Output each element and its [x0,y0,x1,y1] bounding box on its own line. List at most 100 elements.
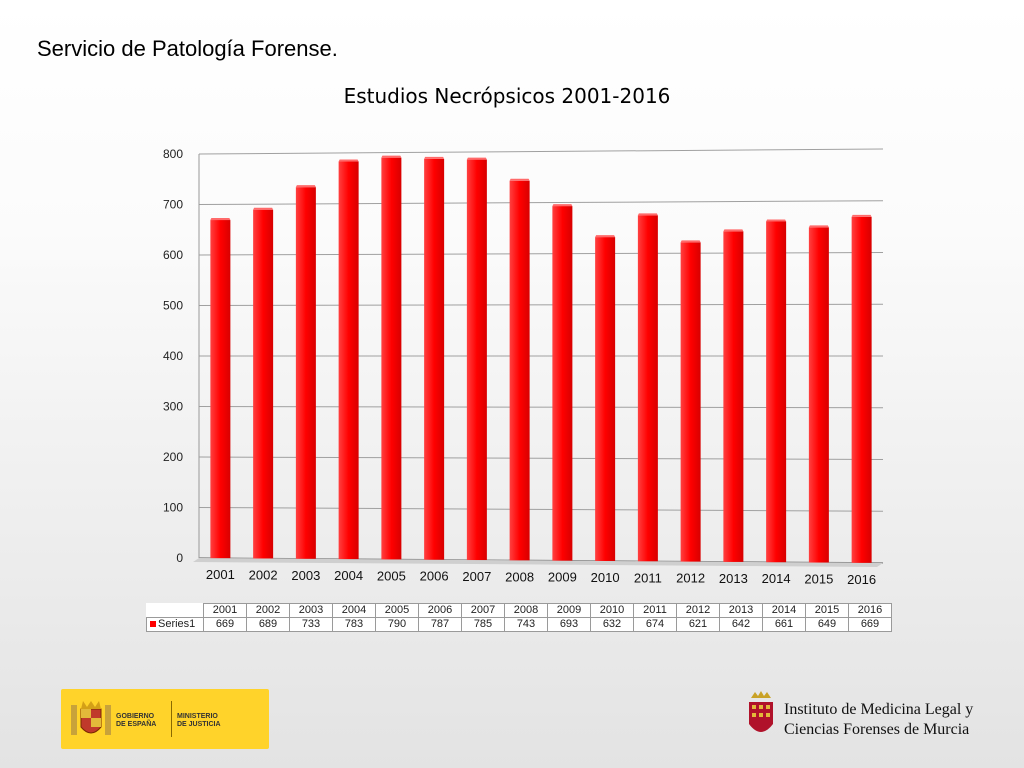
bar-2013 [723,231,744,562]
data-table-year: 2005 [375,603,419,618]
bar-2016 [851,216,872,563]
axes [193,154,883,567]
bar-2009 [552,206,573,561]
y-tick-label: 600 [163,248,183,262]
data-table-value: 785 [461,617,505,632]
data-table-value: 743 [504,617,548,632]
data-table-value: 669 [203,617,247,632]
bar-2002 [253,209,274,559]
data-table-year: 2010 [590,603,634,618]
bar-top [552,204,573,207]
y-tick-label: 100 [163,501,183,515]
bar-2014 [766,221,787,563]
institute-line-1: Instituto de Medicina Legal y [784,701,974,718]
x-tick-label: 2012 [676,571,705,586]
data-table-year: 2003 [289,603,333,618]
data-table-year: 2007 [461,603,505,618]
data-table-year: 2013 [719,603,763,618]
bar-2004 [338,161,359,560]
bar-top [509,178,530,181]
data-table: 2001 2002 2003 2004 2005 2006 2007 2008 2009 2010… [146,603,892,632]
bar-2011 [637,215,658,562]
chart-floor [193,558,883,567]
logo-divider [171,701,172,737]
x-tick-label: 2007 [462,569,491,584]
data-table-value: 790 [375,617,419,632]
bar-2015 [808,227,829,563]
bars [210,155,872,563]
y-tick-label: 0 [176,551,183,565]
data-table-value: 649 [805,617,849,632]
bar-top [723,229,744,232]
data-table-values-row: Series1 669 689 733 783 790 787 785 743 693 632 67… [146,617,892,632]
x-tick-label: 2004 [334,568,363,583]
data-table-year: 2009 [547,603,591,618]
data-table-year: 2012 [676,603,720,618]
bar-2001 [210,220,231,559]
data-table-year: 2008 [504,603,548,618]
data-table-year: 2014 [762,603,806,618]
y-tick-label: 400 [163,349,183,363]
x-tick-label: 2001 [206,567,235,582]
x-tick-label: 2013 [719,571,748,586]
data-table-year: 2016 [848,603,892,618]
axis-labels: 0 100 200 300 400 500 600 700 800 2001 2002 2003 200… [163,147,876,587]
data-table-year: 2006 [418,603,462,618]
slide-title: Servicio de Patología Forense. [37,36,338,61]
bar-2010 [595,237,616,561]
data-table-header-row: 2001 2002 2003 2004 2005 2006 2007 2008 2009 2010… [146,603,892,618]
bar-top [253,207,274,210]
institute-name: Instituto de Medicina Legal y Ciencias F… [784,700,973,740]
gov-line-1: GOBIERNO [116,713,155,720]
x-tick-label: 2003 [291,568,320,583]
bar-top [338,159,359,162]
data-table-corner [146,603,204,618]
data-table-value: 669 [848,617,892,632]
data-table-value: 783 [332,617,376,632]
y-tick-label: 200 [163,450,183,464]
bar-top [381,155,402,158]
bar-2005 [381,157,402,560]
bar-2007 [466,159,487,561]
y-tick-label: 700 [163,198,183,212]
y-tick-label: 500 [163,299,183,313]
data-table-year: 2015 [805,603,849,618]
bar-top [851,214,872,217]
data-table-value: 787 [418,617,462,632]
x-tick-label: 2005 [377,568,406,583]
bar-top [295,185,316,188]
x-tick-label: 2006 [420,569,449,584]
spain-coat-of-arms-icon [71,701,111,735]
bar-chart: 0 100 200 300 400 500 600 700 800 2001 2002 2003 200… [163,147,884,587]
bar-top [595,235,616,238]
bar-2003 [295,187,316,559]
data-table-value: 733 [289,617,333,632]
gobierno-espana-logo: GOBIERNO DE ESPAÑA MINISTERIO DE JUSTICI… [61,689,269,749]
chart-title: Estudios Necrópsicos 2001-2016 [343,84,671,108]
institute-line-2: Ciencias Forenses de Murcia [784,721,970,738]
y-tick-label: 800 [163,147,183,161]
murcia-crest-icon [749,691,773,732]
bar-top [210,218,231,221]
bar-top [680,240,701,243]
x-tick-label: 2008 [505,569,534,584]
data-table-value: 621 [676,617,720,632]
x-tick-label: 2002 [249,567,278,582]
data-table-value: 693 [547,617,591,632]
data-table-value: 661 [762,617,806,632]
gov-line-4: DE JUSTICIA [177,721,221,728]
bar-top [637,213,658,216]
data-table-year: 2001 [203,603,247,618]
gridline [198,148,884,155]
gov-line-3: MINISTERIO [177,713,218,720]
bar-top [466,157,487,160]
data-table-value: 689 [246,617,290,632]
data-table-value: 674 [633,617,677,632]
data-table-value: 632 [590,617,634,632]
data-table-year: 2002 [246,603,290,618]
x-tick-label: 2009 [548,570,577,585]
gov-line-2: DE ESPAÑA [116,721,157,728]
bar-2006 [424,158,445,560]
bar-2012 [680,242,701,562]
bar-top [766,219,787,222]
